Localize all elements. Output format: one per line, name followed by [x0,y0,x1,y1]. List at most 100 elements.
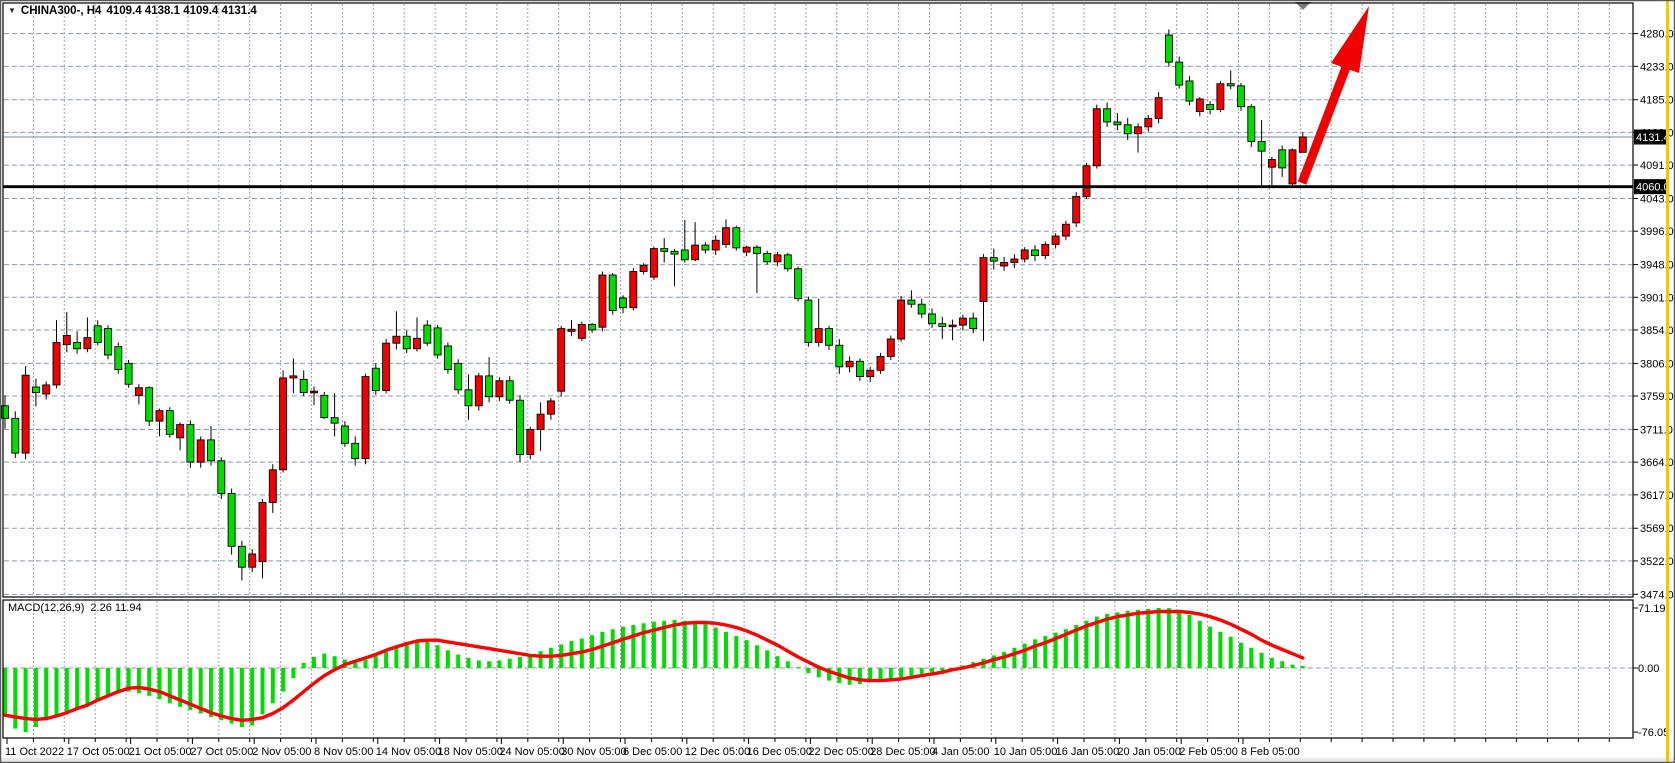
bear-candle [907,299,916,305]
price-axis-label: 3569.0 [1640,523,1674,535]
bear-candle [660,248,669,252]
macd-bar [744,640,749,668]
time-axis-label: 18 Nov 05:00 [438,746,503,758]
bull-candle [1020,249,1029,260]
macd-bar [322,653,327,668]
bull-candle [392,335,401,344]
macd-bar [1094,616,1099,668]
macd-bar [1269,657,1274,668]
macd-bar [487,661,492,668]
bear-candle [825,328,833,346]
price-axis-label: 4091.0 [1640,160,1674,172]
time-axis-label: 28 Dec 05:00 [870,746,935,758]
macd-bar [250,668,255,726]
bull-candle [845,360,854,368]
bear-candle [505,380,514,401]
symbol-dropdown-icon[interactable]: ▼ [8,6,16,15]
macd-bar [991,655,996,668]
bull-candle [52,342,61,386]
bull-candle [639,264,648,272]
window-bottom-edge [0,758,1675,763]
macd-bar [260,668,265,715]
macd-bar [621,626,625,668]
macd-bar [538,651,543,668]
trend-arrow-head [1331,6,1369,73]
bear-candle [835,344,844,368]
macd-bar [1239,642,1243,668]
macd-bar [672,619,677,668]
macd-bar [662,620,667,668]
bear-candle [763,253,772,263]
candlestick-series[interactable] [1,29,1307,581]
macd-bar [167,668,172,704]
macd-bar [219,668,224,721]
time-axis-label: 27 Oct 05:00 [190,746,253,758]
bear-candle [104,328,112,356]
price-axis-label: 3806.0 [1640,358,1674,370]
macd-bar [1084,620,1089,668]
macd-bar [75,668,80,709]
macd-bar [1115,612,1120,668]
bull-candle [897,299,906,340]
price-axis-label: 3996.0 [1640,226,1674,238]
bear-candle [732,227,741,249]
macd-bar [126,668,131,692]
macd-bar [404,642,409,668]
bull-candle [979,257,988,302]
price-axis-label: 3522.0 [1640,556,1674,568]
bull-candle [155,410,164,422]
macd-bar [734,635,739,668]
bull-candle [742,246,751,253]
bull-candle [711,239,720,251]
macd-bar [713,627,718,668]
bear-candle [752,246,761,254]
bull-candle [258,502,267,563]
bull-candle [62,335,71,346]
trend-arrow[interactable] [1297,6,1369,185]
macd-bar [724,631,728,668]
time-axis-label: 8 Feb 05:00 [1241,746,1300,758]
macd-bar [507,658,512,668]
macd-bar [147,668,152,696]
bull-candle [948,324,957,328]
bull-candle [567,328,576,332]
macd-axis-label: 71.19 [1638,603,1666,615]
bear-candle [464,389,473,407]
bull-candle [474,375,483,407]
macd-bar [868,668,873,683]
bull-candle [1092,108,1101,167]
bear-candle [928,313,936,325]
macd-bar [384,651,389,668]
time-axis-label: 21 Oct 05:00 [129,746,192,758]
macd-bar [1136,609,1140,668]
macd-bar [23,668,28,733]
bear-candle [1185,80,1194,102]
macd-bar [518,657,522,668]
bull-candle [876,355,885,371]
macd-bar [229,668,234,724]
bull-candle [196,439,205,463]
macd-bar [1166,608,1171,668]
macd-histogram [3,608,1305,733]
macd-bar [693,622,698,668]
bear-candle [783,254,792,270]
bull-candle [495,380,504,398]
chart-end-marker-icon [1295,2,1311,10]
bear-candle [1031,249,1039,256]
bear-candle [1123,124,1132,135]
macd-bar [394,646,399,668]
bull-candle [1134,126,1142,135]
time-axis-label: 20 Jan 05:00 [1117,746,1181,758]
macd-bar [415,641,419,668]
macd-bar [85,668,90,706]
symbol-period-label: CHINA300-, H4 [20,5,102,17]
bear-candle [701,244,710,251]
bear-candle [608,274,617,311]
macd-axis-label: 0.00 [1638,663,1659,675]
bear-candle [299,378,308,394]
bear-candle [351,442,360,460]
bull-candle [598,274,607,328]
